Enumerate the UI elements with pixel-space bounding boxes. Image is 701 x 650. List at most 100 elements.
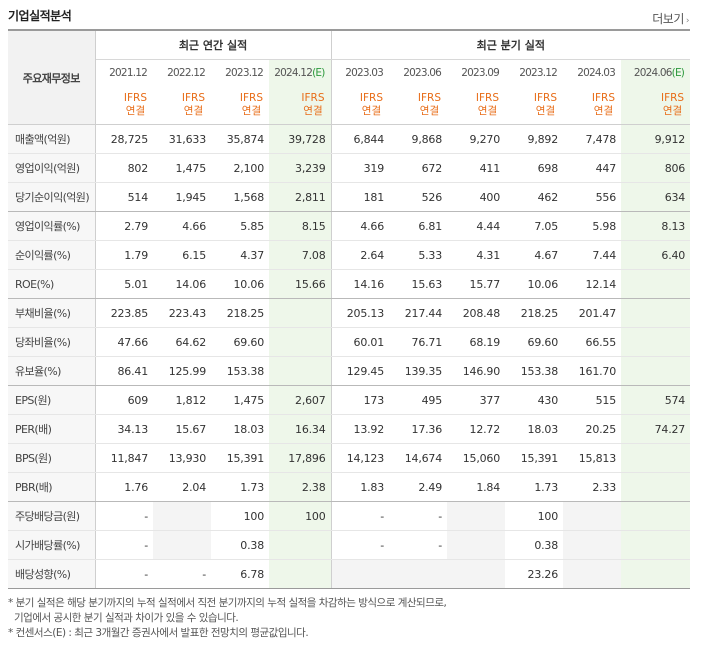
first-col-header: 주요재무정보 bbox=[8, 29, 96, 125]
table-cell bbox=[621, 298, 691, 328]
table-cell: 66.55 bbox=[563, 327, 622, 357]
table-cell: 6.40 bbox=[621, 240, 691, 270]
table-cell: 8.15 bbox=[269, 211, 332, 241]
table-cell: - bbox=[389, 501, 448, 531]
row-label: 당기순이익(억원) bbox=[8, 182, 96, 212]
ifrs-label-wrap: IFRS 연결 bbox=[124, 92, 147, 118]
table-cell: 9,270 bbox=[447, 124, 506, 154]
table-cell: 4.66 bbox=[153, 211, 211, 241]
ifrs-badge: IFRS 연결 bbox=[95, 86, 153, 125]
table-cell: 23.26 bbox=[505, 559, 564, 589]
table-cell: 18.03 bbox=[211, 414, 269, 444]
table-cell: 218.25 bbox=[505, 298, 564, 328]
table-cell: 181 bbox=[330, 182, 390, 212]
row-label: ROE(%) bbox=[8, 269, 96, 299]
table-cell bbox=[269, 530, 332, 560]
table-cell: 1.73 bbox=[211, 472, 269, 502]
table-cell bbox=[269, 327, 332, 357]
table-cell: 1,475 bbox=[211, 385, 269, 415]
table-cell bbox=[269, 298, 332, 328]
table-cell bbox=[153, 530, 211, 560]
ifrs-label: IFRS bbox=[359, 92, 384, 104]
table-cell: 15.66 bbox=[269, 269, 332, 299]
table-cell: 8.13 bbox=[621, 211, 691, 241]
table-cell: 2.49 bbox=[389, 472, 448, 502]
table-row: 배당성향(%) - -6.78 23.26 bbox=[8, 559, 691, 589]
table-cell bbox=[563, 501, 622, 531]
table-cell bbox=[621, 327, 691, 357]
row-label: PBR(배) bbox=[8, 472, 96, 502]
consolidated-label: 연결 bbox=[303, 105, 323, 117]
table-cell: 1.76 bbox=[95, 472, 153, 502]
row-label: 주당배당금(원) bbox=[8, 501, 96, 531]
table-cell: 47.66 bbox=[95, 327, 153, 357]
table-cell: - bbox=[389, 530, 448, 560]
table-cell: 10.06 bbox=[211, 269, 269, 299]
ifrs-label: IFRS bbox=[181, 92, 205, 104]
consolidated-label: 연결 bbox=[477, 105, 498, 117]
table-cell bbox=[153, 501, 211, 531]
estimate-mark: (E) bbox=[312, 67, 325, 79]
consolidated-label: 연결 bbox=[183, 105, 204, 117]
group-quarter-header: 최근 분기 실적 bbox=[330, 29, 691, 60]
table-cell: 14.16 bbox=[330, 269, 390, 299]
table-cell: 201.47 bbox=[563, 298, 622, 328]
table-cell: 4.66 bbox=[330, 211, 390, 241]
table-cell: 14.06 bbox=[153, 269, 211, 299]
table-cell: 2.33 bbox=[563, 472, 622, 502]
table-cell: 698 bbox=[505, 153, 564, 183]
table-cell: 515 bbox=[563, 385, 622, 415]
table-cell: 377 bbox=[447, 385, 506, 415]
ifrs-label: IFRS bbox=[239, 92, 263, 104]
footnote-3: * 컨센서스(E) : 최근 3개월간 증권사에서 발표한 전망치의 평균값입니… bbox=[8, 627, 309, 639]
consolidated-label: 연결 bbox=[361, 105, 382, 117]
table-cell: 11,847 bbox=[95, 443, 153, 473]
table-cell: 1,475 bbox=[153, 153, 211, 183]
table-cell: 526 bbox=[389, 182, 448, 212]
table-cell: 217.44 bbox=[389, 298, 448, 328]
table-cell: 1.73 bbox=[505, 472, 564, 502]
table-cell: 802 bbox=[95, 153, 153, 183]
period-header: 2024.03 bbox=[563, 60, 621, 87]
table-cell: 17.36 bbox=[389, 414, 448, 444]
row-label: 유보율(%) bbox=[8, 356, 96, 386]
ifrs-label-wrap: IFRS 연결 bbox=[418, 92, 441, 118]
ifrs-label: IFRS bbox=[301, 92, 325, 104]
table-cell: 13.92 bbox=[330, 414, 390, 444]
row-label: 시가배당률(%) bbox=[8, 530, 96, 560]
ifrs-label-wrap: IFRS 연결 bbox=[476, 92, 499, 118]
table-cell bbox=[563, 530, 622, 560]
table-cell: 13,930 bbox=[153, 443, 211, 473]
table-row: ROE(%) 5.01 14.06 10.06 15.66 14.16 15.63 15.77… bbox=[8, 269, 691, 299]
table-cell bbox=[621, 530, 691, 560]
ifrs-label: IFRS bbox=[533, 92, 558, 104]
table-cell: 6.81 bbox=[389, 211, 448, 241]
table-cell bbox=[621, 472, 691, 502]
table-cell: 6.15 bbox=[153, 240, 211, 270]
financial-table-body: 매출액(억원) 28,725 31,633 35,874 39,728 6,844 9,86… bbox=[8, 124, 691, 589]
table-cell: 39,728 bbox=[269, 124, 332, 154]
table-cell: 5.98 bbox=[563, 211, 622, 241]
table-cell: 100 bbox=[505, 501, 564, 531]
ifrs-label: IFRS bbox=[660, 92, 685, 104]
table-cell: 74.27 bbox=[621, 414, 691, 444]
ifrs-label-wrap: IFRS 연결 bbox=[592, 92, 615, 118]
table-cell: 319 bbox=[330, 153, 390, 183]
row-label: 배당성향(%) bbox=[8, 559, 96, 589]
table-cell: 634 bbox=[621, 182, 691, 212]
table-cell: 208.48 bbox=[447, 298, 506, 328]
more-link-label: 더보기 bbox=[652, 12, 684, 26]
table-cell: 153.38 bbox=[211, 356, 269, 386]
table-cell: 10.06 bbox=[505, 269, 564, 299]
table-cell: 60.01 bbox=[330, 327, 390, 357]
table-cell: 6,844 bbox=[330, 124, 390, 154]
table-cell: 16.34 bbox=[269, 414, 332, 444]
table-cell: 1.79 bbox=[95, 240, 153, 270]
table-cell: 806 bbox=[621, 153, 691, 183]
period-label: 2024.12 bbox=[274, 67, 313, 79]
table-cell: 31,633 bbox=[153, 124, 211, 154]
table-cell: 0.38 bbox=[505, 530, 564, 560]
table-cell: 1.84 bbox=[447, 472, 506, 502]
more-link[interactable]: 더보기 › bbox=[652, 10, 689, 27]
row-label: 매출액(억원) bbox=[8, 124, 96, 154]
